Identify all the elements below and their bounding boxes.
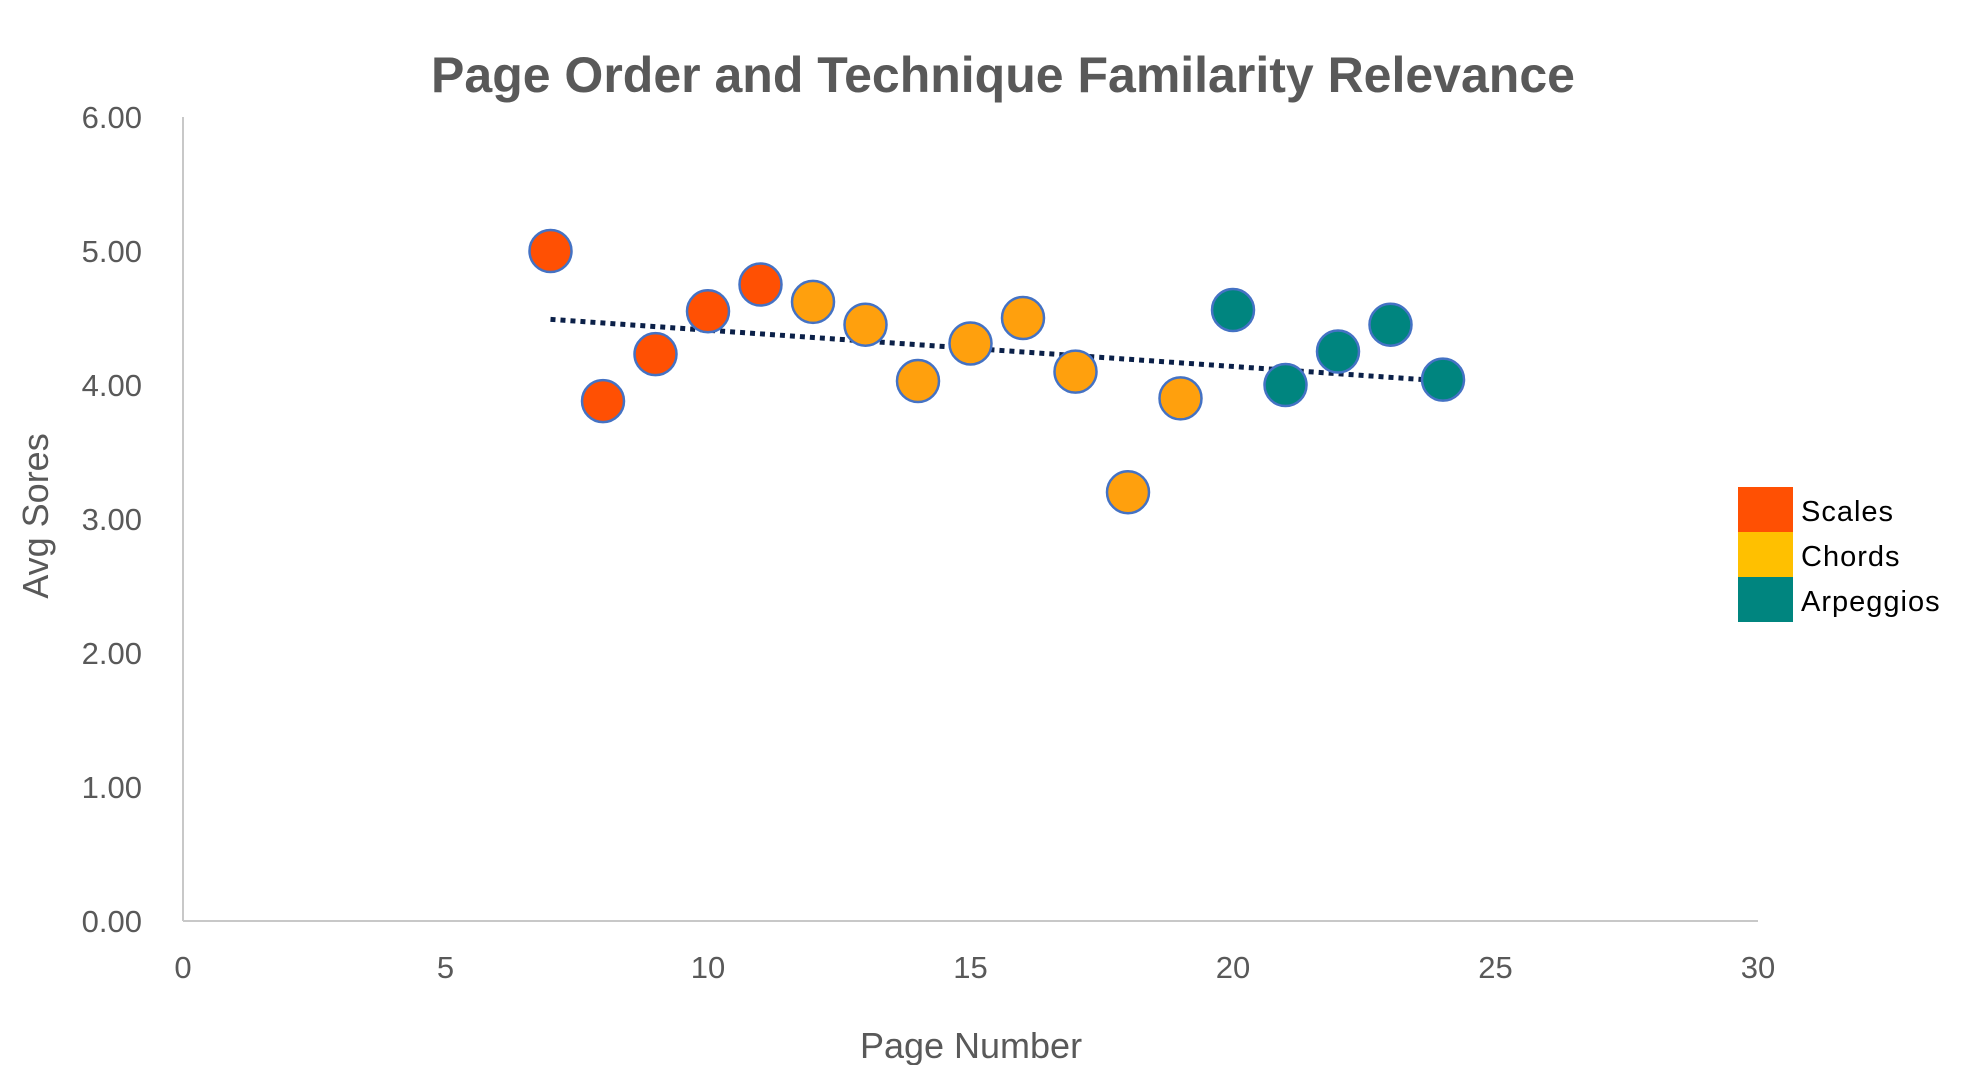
legend-label-scales: Scales bbox=[1801, 496, 1894, 528]
y-tick-label: 3.00 bbox=[82, 502, 142, 537]
data-point-arpeggios bbox=[1315, 329, 1361, 374]
y-tick-label: 4.00 bbox=[82, 368, 142, 403]
y-tick-label: 1.00 bbox=[82, 770, 142, 805]
data-point-scales bbox=[528, 228, 573, 274]
data-point-scales bbox=[580, 378, 626, 424]
y-axis-title: Avg Sores bbox=[15, 433, 56, 598]
x-tick-label: 5 bbox=[437, 950, 454, 985]
axes bbox=[182, 117, 1758, 922]
data-point-scales bbox=[685, 289, 731, 334]
x-tick-labels: 0 5 10 15 20 25 30 bbox=[174, 950, 1775, 985]
x-axis-title: Page Number bbox=[860, 1025, 1082, 1065]
data-point-chords bbox=[948, 321, 993, 366]
x-tick-label: 15 bbox=[953, 950, 987, 985]
data-point-chords bbox=[1158, 376, 1203, 421]
y-tick-label: 0.00 bbox=[82, 904, 142, 939]
data-point-arpeggios bbox=[1368, 302, 1413, 347]
data-point-scales bbox=[738, 262, 783, 307]
data-point-arpeggios bbox=[1420, 357, 1466, 402]
x-tick-label: 0 bbox=[174, 950, 191, 985]
y-tick-label: 5.00 bbox=[82, 234, 142, 269]
trendline-group bbox=[550, 316, 1444, 384]
data-point-arpeggios bbox=[1263, 362, 1308, 408]
y-tick-label: 2.00 bbox=[82, 636, 142, 671]
x-tick-label: 20 bbox=[1216, 950, 1250, 985]
data-point-chords bbox=[895, 358, 941, 404]
x-tick-label: 10 bbox=[691, 950, 725, 985]
data-point-scales bbox=[633, 331, 678, 377]
data-point-chords bbox=[843, 302, 888, 347]
legend-swatch-arpeggios bbox=[1738, 577, 1793, 622]
chart-title: Page Order and Technique Familarity Rele… bbox=[431, 47, 1575, 103]
y-tick-label: 6.00 bbox=[82, 100, 142, 135]
data-points bbox=[528, 228, 1466, 515]
x-tick-label: 30 bbox=[1741, 950, 1775, 985]
data-point-chords bbox=[1000, 295, 1046, 341]
data-point-chords bbox=[1053, 349, 1098, 394]
x-tick-label: 25 bbox=[1478, 950, 1512, 985]
legend-label-chords: Chords bbox=[1801, 541, 1901, 573]
legend: Scales Chords Arpeggios bbox=[1738, 487, 1941, 622]
legend-swatch-scales bbox=[1738, 487, 1793, 532]
data-point-chords bbox=[1105, 469, 1151, 515]
data-point-chords bbox=[790, 279, 836, 325]
legend-label-arpeggios: Arpeggios bbox=[1801, 586, 1941, 618]
y-tick-labels: 0.00 1.00 2.00 3.00 4.00 5.00 6.00 bbox=[82, 100, 142, 939]
data-point-arpeggios bbox=[1210, 287, 1256, 333]
trendline bbox=[550, 316, 1444, 384]
legend-swatch-chords bbox=[1738, 532, 1793, 577]
